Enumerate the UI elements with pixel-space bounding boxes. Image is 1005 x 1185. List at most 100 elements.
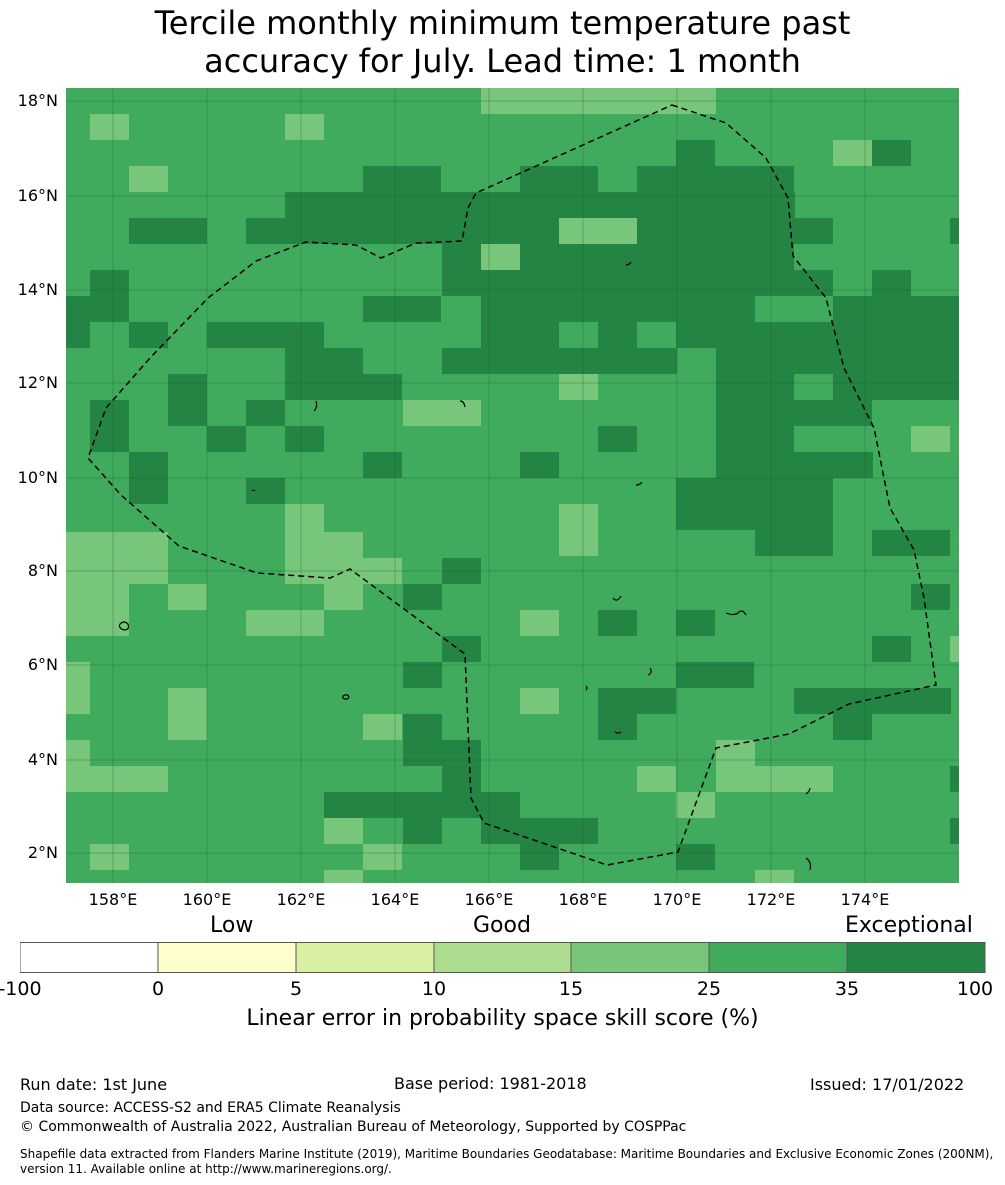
skill-label-low: Low: [210, 913, 254, 938]
dark-cell: [676, 610, 715, 636]
light-cell: [324, 818, 363, 844]
dark-cell: [246, 218, 559, 244]
dark-cell: [716, 452, 873, 478]
light-cell: [66, 766, 168, 792]
dark-cell: [950, 818, 959, 844]
island-outline: [614, 731, 622, 734]
dark-cell: [911, 584, 950, 610]
light-cell: [90, 844, 129, 870]
lon-label: 168°E: [558, 890, 608, 909]
colorbar-tick: 100: [956, 978, 994, 1000]
dark-cell: [90, 270, 129, 296]
light-cell: [950, 636, 959, 662]
chart-title-line-1: Tercile monthly minimum temperature past: [154, 4, 851, 42]
dark-cell: [285, 426, 324, 452]
dark-cell: [403, 662, 442, 688]
data-source: Data source: ACCESS-S2 and ERA5 Climate …: [20, 1100, 401, 1116]
colorbar-segment: [708, 942, 848, 973]
dark-cell: [872, 636, 911, 662]
light-cell: [285, 532, 363, 584]
dark-cell: [598, 426, 637, 452]
light-cell: [324, 870, 363, 883]
lat-label: 18°N: [17, 91, 58, 110]
dark-cell: [442, 558, 481, 584]
base-period: Base period: 1981-2018: [394, 1074, 587, 1093]
light-cell: [559, 374, 598, 400]
island-outline: [647, 667, 652, 676]
colorbar-tick: 35: [834, 978, 860, 1000]
colorbar-segment: [157, 942, 297, 973]
dark-cell: [598, 714, 637, 740]
dark-cell: [324, 792, 520, 818]
lat-label: 6°N: [27, 655, 58, 674]
light-cell: [66, 740, 90, 766]
light-cell: [66, 532, 168, 584]
light-cell: [481, 244, 520, 270]
light-cell: [363, 558, 402, 584]
island-outline: [313, 400, 318, 412]
dark-cell: [90, 400, 129, 452]
dark-cell: [442, 270, 833, 296]
light-cell: [559, 218, 637, 244]
dark-cell: [872, 270, 911, 296]
eez-boundary: [87, 104, 937, 866]
dark-cell: [285, 374, 402, 400]
light-cell: [755, 870, 794, 883]
island-outline: [585, 685, 588, 691]
dark-cell: [285, 348, 363, 374]
dark-cell: [716, 400, 833, 426]
colorbar-segment: [846, 942, 986, 973]
dark-cell: [637, 218, 833, 244]
dark-cell: [66, 296, 129, 322]
dark-cell: [168, 374, 207, 426]
colorbar-segment: [295, 942, 435, 973]
lon-label: 162°E: [276, 890, 326, 909]
chart-title-line-2: accuracy for July. Lead time: 1 month: [204, 42, 801, 80]
light-cell: [246, 610, 324, 636]
dark-cell: [246, 400, 285, 426]
dark-cell: [676, 844, 715, 870]
lon-label: 164°E: [370, 890, 420, 909]
light-cell: [66, 662, 90, 714]
colorbar-label: Linear error in probability space skill …: [246, 1006, 759, 1031]
dark-cell: [716, 374, 794, 400]
colorbar-tick: 0: [151, 978, 165, 1000]
island-outline: [251, 489, 256, 492]
dark-cell: [246, 478, 285, 504]
island-outline: [459, 400, 466, 408]
islands: [118, 261, 812, 871]
lat-label: 4°N: [27, 750, 58, 769]
dark-cell: [833, 296, 959, 322]
light-cell: [911, 426, 950, 452]
colorbar-segment: [433, 942, 572, 973]
shapefile-credit-line-2: version 11. Available online at http://w…: [20, 1162, 392, 1176]
lon-label: 160°E: [182, 890, 232, 909]
dark-cell: [481, 296, 755, 322]
island-outline: [625, 261, 632, 266]
dark-cell: [403, 818, 442, 844]
dark-cell: [676, 140, 715, 166]
dark-cell: [950, 766, 959, 792]
island-outline: [118, 621, 130, 631]
dark-cell: [950, 218, 959, 244]
dark-cell: [207, 322, 324, 348]
light-cell: [716, 766, 833, 792]
lon-label: 158°E: [88, 890, 138, 909]
lat-label: 2°N: [27, 843, 58, 862]
lat-label: 12°N: [17, 373, 58, 392]
dark-cell: [403, 584, 442, 610]
skill-label-exceptional: Exceptional: [845, 913, 973, 938]
light-cell: [66, 584, 129, 636]
skill-cells: [66, 88, 959, 883]
dark-cell: [363, 296, 441, 322]
dark-cell: [598, 322, 637, 348]
lon-label: 174°E: [840, 890, 890, 909]
island-outline: [612, 595, 622, 601]
light-cell: [363, 844, 402, 870]
light-cell: [520, 610, 559, 636]
light-cell: [168, 584, 207, 610]
colorbar-tick: 10: [421, 978, 447, 1000]
light-cell: [833, 140, 872, 166]
dark-cell: [794, 688, 951, 714]
dark-cell: [285, 192, 795, 218]
